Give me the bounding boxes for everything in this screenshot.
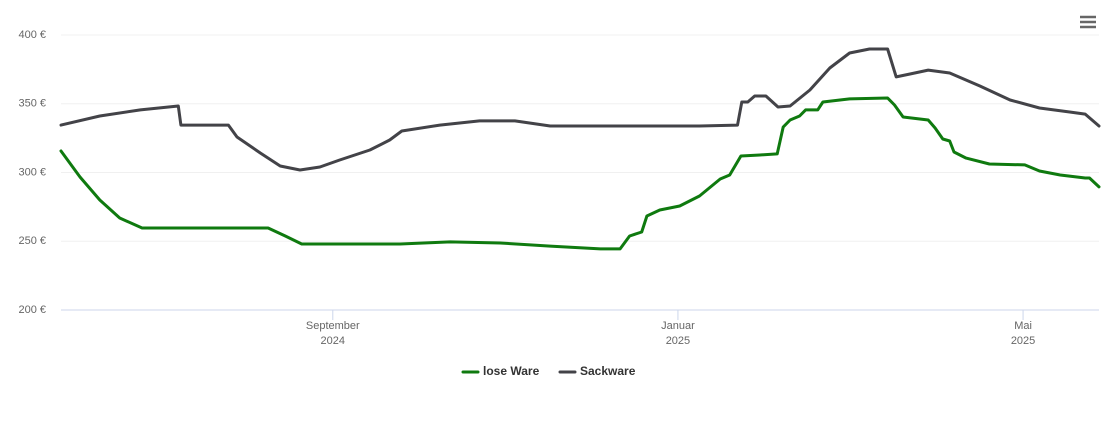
y-tick-label: 350 € [18,98,46,110]
x-tick-label: Mai [1014,320,1032,332]
legend-text: Sackware [580,364,636,378]
y-tick-label: 400 € [18,29,46,41]
legend-item[interactable]: lose Ware [461,364,540,378]
x-tick-label: September [306,320,360,332]
x-tick-year: 2025 [666,335,690,347]
x-tick-year: 2025 [1011,335,1035,347]
legend-text: lose Ware [483,364,540,378]
y-tick-label: 200 € [18,304,46,316]
series-line [59,96,1101,251]
menu-button[interactable] [1079,15,1097,29]
y-tick-label: 300 € [18,166,46,178]
y-tick-label: 250 € [18,235,46,247]
x-tick-label: Januar [661,320,695,332]
legend-item[interactable]: Sackware [558,364,636,378]
x-tick-year: 2024 [321,335,345,347]
series-line [59,47,1101,172]
